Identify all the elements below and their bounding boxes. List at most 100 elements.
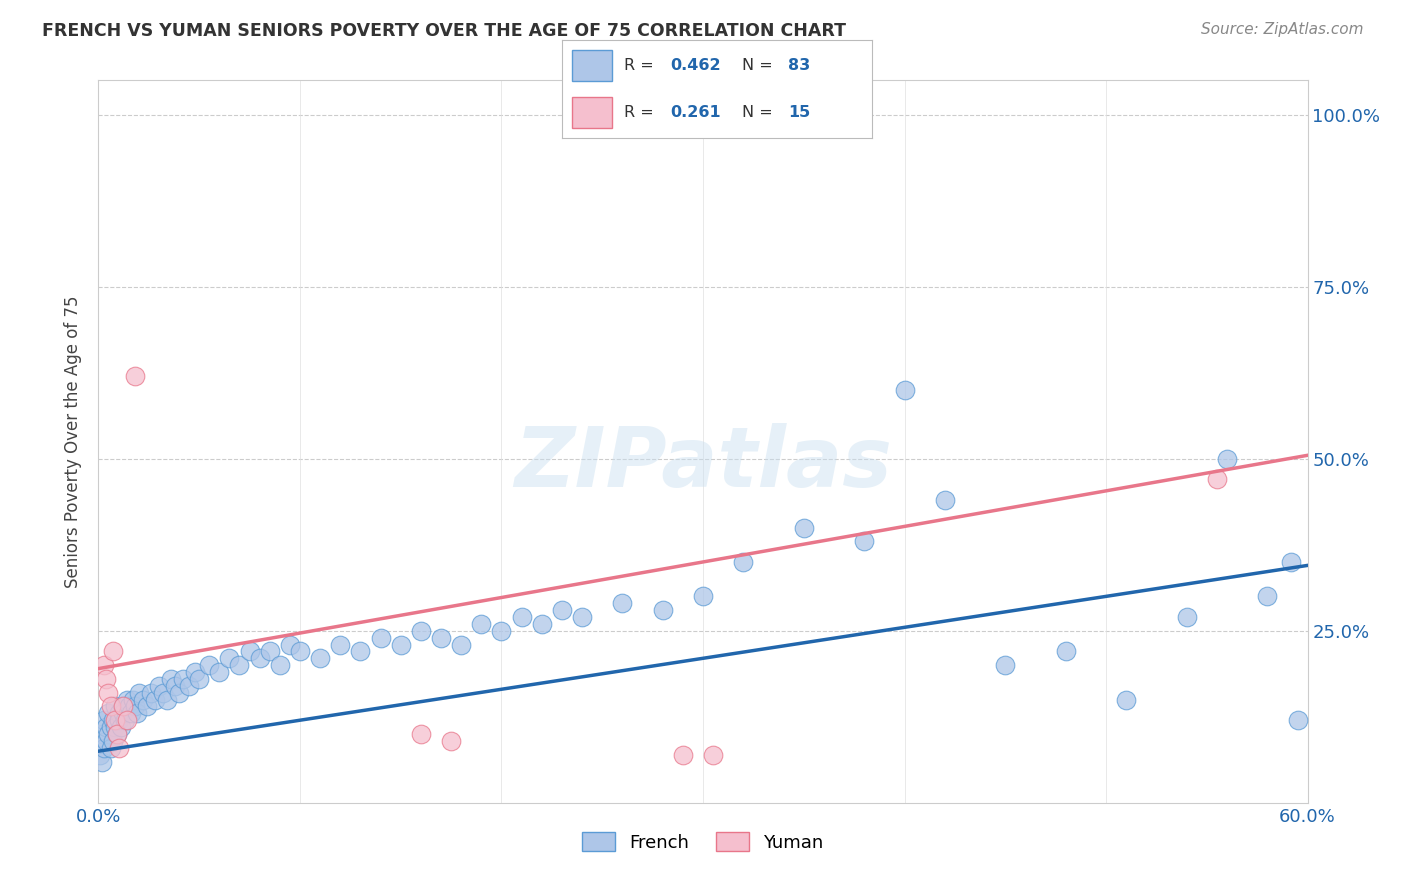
Text: 0.462: 0.462 xyxy=(671,58,721,73)
French xyxy=(491,624,513,638)
French xyxy=(278,638,301,652)
French xyxy=(239,644,262,658)
Yuman xyxy=(107,740,129,755)
French xyxy=(91,727,114,741)
French xyxy=(91,755,114,769)
French xyxy=(228,658,250,673)
French xyxy=(179,679,201,693)
French xyxy=(107,706,129,721)
French xyxy=(184,665,207,679)
French xyxy=(121,692,143,706)
FancyBboxPatch shape xyxy=(572,50,612,81)
French xyxy=(135,699,157,714)
Yuman xyxy=(97,686,120,700)
French xyxy=(105,727,128,741)
French xyxy=(450,638,472,652)
French xyxy=(124,699,146,714)
French xyxy=(152,686,174,700)
Yuman xyxy=(702,747,724,762)
French xyxy=(101,713,124,727)
French xyxy=(651,603,673,617)
Text: 15: 15 xyxy=(789,105,810,120)
French xyxy=(103,699,125,714)
French xyxy=(115,692,138,706)
French xyxy=(1256,590,1278,604)
Text: FRENCH VS YUMAN SENIORS POVERTY OVER THE AGE OF 75 CORRELATION CHART: FRENCH VS YUMAN SENIORS POVERTY OVER THE… xyxy=(42,22,846,40)
Yuman xyxy=(1206,472,1229,486)
French xyxy=(111,699,134,714)
French xyxy=(551,603,574,617)
French xyxy=(934,493,956,508)
French xyxy=(125,706,148,721)
Yuman xyxy=(96,672,118,686)
Yuman xyxy=(105,727,128,741)
French xyxy=(269,658,291,673)
French xyxy=(288,644,311,658)
French xyxy=(93,740,115,755)
French xyxy=(120,706,142,721)
French xyxy=(96,734,118,748)
French xyxy=(101,734,124,748)
Yuman xyxy=(440,734,463,748)
French xyxy=(218,651,240,665)
Yuman xyxy=(124,369,146,384)
French xyxy=(853,534,876,549)
French xyxy=(349,644,371,658)
Text: N =: N = xyxy=(742,105,778,120)
French xyxy=(1216,451,1239,466)
French xyxy=(198,658,221,673)
French xyxy=(148,679,170,693)
Yuman xyxy=(672,747,695,762)
French xyxy=(97,727,120,741)
French xyxy=(571,610,593,624)
French xyxy=(110,720,132,734)
French xyxy=(132,692,155,706)
Yuman xyxy=(100,699,122,714)
French xyxy=(389,638,412,652)
Yuman xyxy=(103,713,125,727)
French xyxy=(100,720,122,734)
French xyxy=(530,616,553,631)
French xyxy=(107,713,129,727)
French xyxy=(89,747,111,762)
French xyxy=(249,651,271,665)
French xyxy=(370,631,392,645)
French xyxy=(208,665,231,679)
French xyxy=(167,686,190,700)
French xyxy=(1115,692,1137,706)
FancyBboxPatch shape xyxy=(572,97,612,128)
Yuman xyxy=(409,727,432,741)
French xyxy=(1286,713,1309,727)
French xyxy=(893,383,915,397)
French xyxy=(510,610,533,624)
French xyxy=(118,699,141,714)
French xyxy=(139,686,162,700)
French xyxy=(470,616,492,631)
French xyxy=(156,692,179,706)
Text: 0.261: 0.261 xyxy=(671,105,721,120)
Text: 83: 83 xyxy=(789,58,810,73)
French xyxy=(1281,555,1303,569)
Text: Source: ZipAtlas.com: Source: ZipAtlas.com xyxy=(1201,22,1364,37)
Y-axis label: Seniors Poverty Over the Age of 75: Seniors Poverty Over the Age of 75 xyxy=(65,295,83,588)
Yuman xyxy=(93,658,115,673)
French xyxy=(163,679,186,693)
French xyxy=(692,590,714,604)
French xyxy=(100,740,122,755)
French xyxy=(111,706,134,721)
French xyxy=(103,720,125,734)
Text: R =: R = xyxy=(624,105,659,120)
French xyxy=(309,651,332,665)
French xyxy=(430,631,453,645)
French xyxy=(128,686,150,700)
French xyxy=(1054,644,1077,658)
Legend: French, Yuman: French, Yuman xyxy=(575,825,831,859)
Text: ZIPatlas: ZIPatlas xyxy=(515,423,891,504)
French xyxy=(1175,610,1198,624)
French xyxy=(409,624,432,638)
French xyxy=(329,638,352,652)
French xyxy=(259,644,281,658)
French xyxy=(793,520,815,534)
French xyxy=(96,720,118,734)
Yuman xyxy=(101,644,124,658)
